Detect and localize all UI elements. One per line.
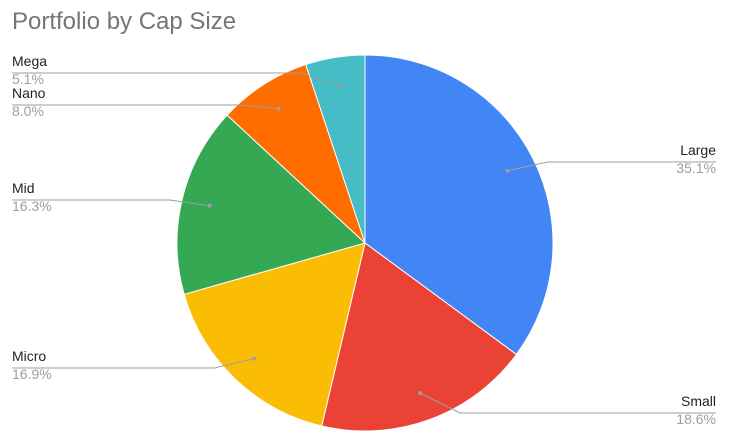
- slice-label-small: Small: [681, 393, 716, 409]
- pie-slice-mega: [305, 54, 366, 244]
- pie-slice-large: [364, 54, 554, 356]
- leader-line-mid: [12, 199, 210, 207]
- slice-label-mid: Mid: [12, 180, 35, 196]
- leader-dot-mid: [207, 203, 212, 208]
- slice-label-large: Large: [680, 142, 716, 158]
- slice-label-mega: Mega: [12, 53, 47, 69]
- pie-slices: [176, 54, 554, 432]
- slice-percent-mid: 16.3%: [12, 198, 52, 214]
- slice-percent-micro: 16.9%: [12, 366, 52, 382]
- slice-percent-mega: 5.1%: [12, 71, 44, 87]
- pie-slice-small: [321, 242, 518, 432]
- slice-labels: Large 35.1% Small 18.6% Micro 16.9% Mid 16.3% Na…: [12, 53, 716, 427]
- pie-slice-nano: [226, 63, 366, 244]
- pie-slice-mid: [176, 114, 366, 295]
- slice-label-micro: Micro: [12, 348, 46, 364]
- leader-dot-small: [418, 391, 423, 395]
- slice-percent-nano: 8.0%: [12, 103, 44, 119]
- leader-dot-large: [505, 168, 510, 173]
- slice-percent-small: 18.6%: [676, 411, 716, 427]
- leader-line-large: [507, 161, 716, 172]
- leader-dot-micro: [252, 356, 257, 361]
- leader-dot-nano: [276, 106, 281, 111]
- leader-lines: [12, 72, 716, 414]
- leader-line-micro: [12, 358, 255, 369]
- leader-dot-mega: [337, 83, 342, 88]
- pie-slice-micro: [183, 242, 366, 427]
- chart-title: Portfolio by Cap Size: [12, 8, 237, 35]
- leader-line-nano: [12, 104, 279, 110]
- slice-percent-large: 35.1%: [676, 160, 716, 176]
- leader-line-mega: [12, 72, 340, 86]
- slice-label-nano: Nano: [12, 85, 46, 101]
- leader-line-small: [419, 392, 716, 414]
